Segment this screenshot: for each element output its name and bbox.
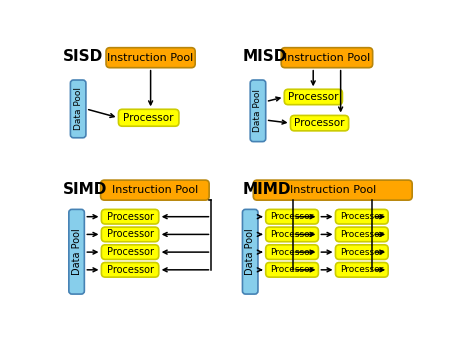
Text: Data Pool: Data Pool (253, 89, 262, 132)
Text: Instruction Pool: Instruction Pool (112, 185, 198, 195)
FancyBboxPatch shape (281, 48, 372, 68)
FancyBboxPatch shape (250, 80, 265, 142)
FancyBboxPatch shape (335, 227, 388, 242)
FancyBboxPatch shape (242, 209, 257, 294)
Text: Instruction Pool: Instruction Pool (289, 185, 375, 195)
Text: Data Pool: Data Pool (74, 88, 82, 130)
Text: Processor: Processor (288, 92, 338, 102)
FancyBboxPatch shape (118, 109, 179, 126)
FancyBboxPatch shape (101, 245, 158, 260)
FancyBboxPatch shape (265, 263, 318, 277)
FancyBboxPatch shape (290, 116, 348, 131)
Text: MIMD: MIMD (242, 182, 290, 197)
Text: Processor: Processor (106, 247, 153, 257)
Text: Processor: Processor (339, 265, 382, 274)
Text: SIMD: SIMD (63, 182, 107, 197)
Text: SISD: SISD (63, 49, 103, 64)
FancyBboxPatch shape (101, 263, 158, 277)
Text: Processor: Processor (339, 212, 382, 221)
Text: Processor: Processor (106, 229, 153, 239)
FancyBboxPatch shape (335, 209, 388, 224)
Text: Processor: Processor (270, 230, 313, 239)
FancyBboxPatch shape (101, 209, 158, 224)
FancyBboxPatch shape (69, 209, 84, 294)
FancyBboxPatch shape (106, 48, 195, 68)
Text: Data Pool: Data Pool (71, 228, 81, 275)
FancyBboxPatch shape (100, 180, 209, 200)
Text: MISD: MISD (242, 49, 286, 64)
Text: Instruction Pool: Instruction Pool (283, 53, 369, 63)
Text: Processor: Processor (339, 230, 382, 239)
Text: Instruction Pool: Instruction Pool (107, 53, 194, 63)
Text: Processor: Processor (106, 212, 153, 222)
FancyBboxPatch shape (284, 89, 342, 104)
FancyBboxPatch shape (265, 209, 318, 224)
FancyBboxPatch shape (335, 263, 388, 277)
FancyBboxPatch shape (335, 245, 388, 260)
Text: Processor: Processor (106, 265, 153, 275)
Text: Data Pool: Data Pool (244, 228, 255, 275)
FancyBboxPatch shape (70, 80, 86, 138)
FancyBboxPatch shape (265, 245, 318, 260)
FancyBboxPatch shape (253, 180, 411, 200)
Text: Processor: Processor (270, 212, 313, 221)
Text: Processor: Processor (339, 248, 382, 257)
Text: Processor: Processor (270, 265, 313, 274)
FancyBboxPatch shape (265, 227, 318, 242)
Text: Processor: Processor (270, 248, 313, 257)
Text: Processor: Processor (294, 118, 344, 128)
FancyBboxPatch shape (101, 227, 158, 242)
Text: Processor: Processor (123, 113, 174, 123)
